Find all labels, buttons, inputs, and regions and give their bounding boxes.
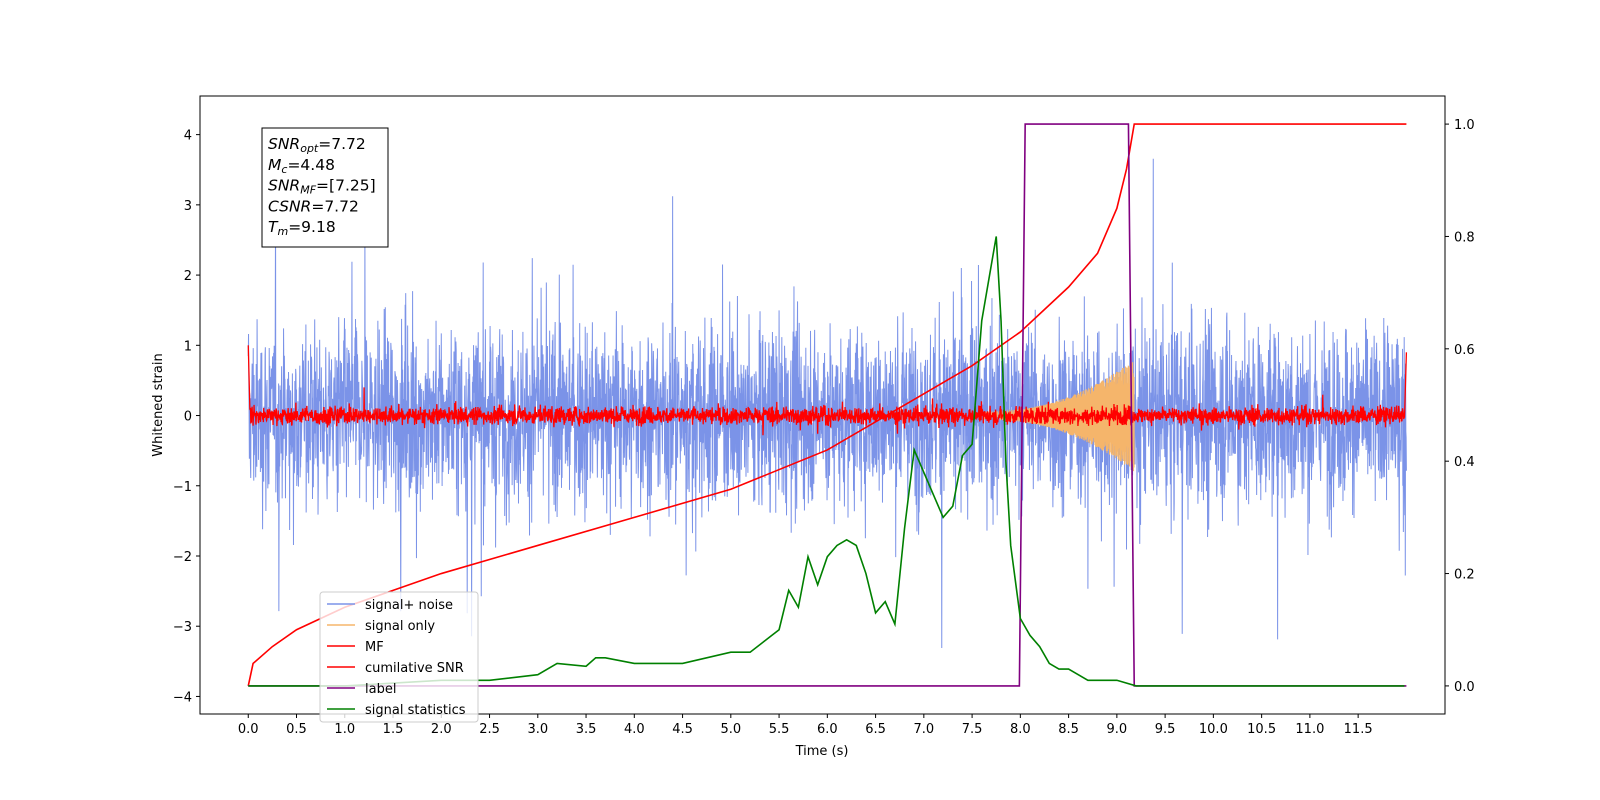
x-tick-label: 9.0 xyxy=(1107,722,1128,737)
legend-entry: signal statistics xyxy=(365,703,466,718)
annotation-line: CSNR=7.72 xyxy=(268,197,359,215)
y-right-tick-label: 0.6 xyxy=(1454,343,1475,358)
x-tick-label: 10.5 xyxy=(1247,722,1276,737)
annotation-frame xyxy=(261,127,389,248)
y-right-tick-label: 0.4 xyxy=(1454,455,1475,470)
x-tick-label: 4.0 xyxy=(624,722,645,737)
x-tick-label: 5.5 xyxy=(769,722,790,737)
annotation-line: Mc=4.48 xyxy=(268,156,335,176)
legend-entry: cumilative SNR xyxy=(365,661,464,676)
y-left-tick-label: 2 xyxy=(184,269,192,284)
legend-entry: label xyxy=(365,682,396,697)
x-tick-label: 10.0 xyxy=(1199,722,1228,737)
x-tick-label: 0.5 xyxy=(286,722,307,737)
x-axis-label: Time (s) xyxy=(795,744,849,759)
y-right-tick-label: 1.0 xyxy=(1454,118,1475,133)
annotation-line: SNRopt=7.72 xyxy=(268,135,366,155)
x-tick-label: 7.0 xyxy=(913,722,934,737)
x-tick-label: 11.5 xyxy=(1344,722,1373,737)
y-left-tick-label: −4 xyxy=(173,690,192,705)
y-left-tick-label: 0 xyxy=(184,410,192,425)
y-left-tick-label: 1 xyxy=(184,339,192,354)
x-tick-label: 5.0 xyxy=(720,722,741,737)
x-tick-label: 6.5 xyxy=(865,722,886,737)
x-tick-label: 3.0 xyxy=(527,722,548,737)
x-axis: 0.0 0.5 1.0 1.5 2.0 2.5 3.0 3.5 4.0 4.5 5.0 5.5 6.0 6… xyxy=(238,714,1373,737)
x-tick-label: 3.5 xyxy=(576,722,597,737)
x-tick-label: 2.5 xyxy=(479,722,500,737)
legend-entry: MF xyxy=(365,640,384,655)
series-mf xyxy=(247,345,1408,436)
axes-frame xyxy=(199,95,1446,715)
y-axis-right: 0.0 0.2 0.4 0.6 0.8 1.0 xyxy=(1445,118,1475,695)
y-left-tick-label: −1 xyxy=(173,480,192,495)
annotation-line: Tm=9.18 xyxy=(268,218,336,238)
x-tick-label: 2.0 xyxy=(431,722,452,737)
y-left-tick-label: −3 xyxy=(173,620,192,635)
x-tick-label: 8.0 xyxy=(1010,722,1031,737)
y-left-tick-label: 3 xyxy=(184,199,192,214)
x-tick-label: 8.5 xyxy=(1058,722,1079,737)
legend: signal+ noise signal only MF cumilative SNR… xyxy=(319,591,479,723)
y-axis-left: −4 −3 −2 −1 0 1 2 3 4 xyxy=(173,129,200,705)
y-axis-label: Whitened strain xyxy=(151,353,166,456)
x-tick-label: 6.0 xyxy=(817,722,838,737)
y-left-tick-label: 4 xyxy=(184,129,192,144)
x-tick-label: 7.5 xyxy=(962,722,983,737)
x-tick-label: 1.5 xyxy=(383,722,404,737)
x-tick-label: 11.0 xyxy=(1295,722,1324,737)
y-right-tick-label: 0.2 xyxy=(1454,568,1475,583)
legend-frame xyxy=(319,591,479,723)
x-tick-label: 9.5 xyxy=(1155,722,1176,737)
series-signal-statistics xyxy=(248,236,1405,687)
y-left-tick-label: −2 xyxy=(173,550,192,565)
y-right-tick-label: 0.8 xyxy=(1454,230,1475,245)
annotation-line: SNRMF=[7.25] xyxy=(268,177,376,197)
y-right-tick-label: 0.0 xyxy=(1454,680,1475,695)
x-tick-label: 4.5 xyxy=(672,722,693,737)
legend-entry: signal+ noise xyxy=(365,598,453,613)
x-tick-label: 0.0 xyxy=(238,722,259,737)
x-tick-label: 1.0 xyxy=(334,722,355,737)
legend-entry: signal only xyxy=(365,619,435,634)
